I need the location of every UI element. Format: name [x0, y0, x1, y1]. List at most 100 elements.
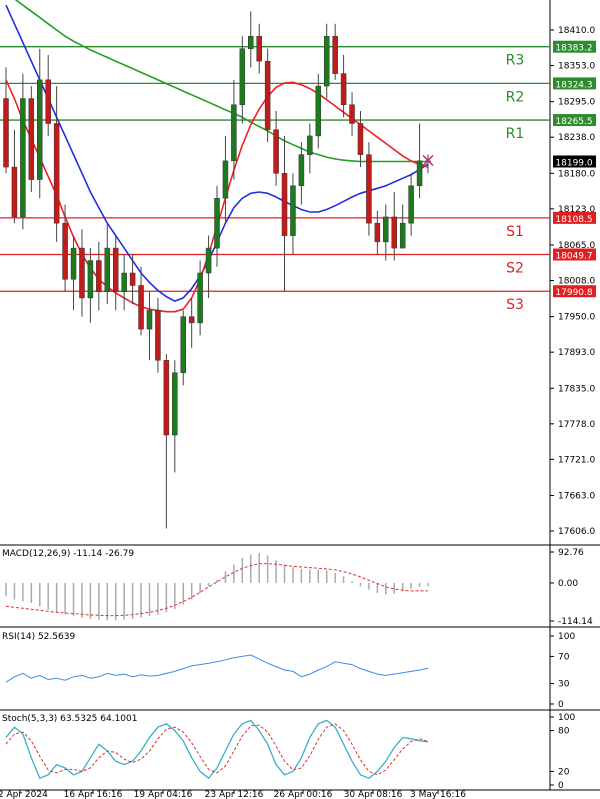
candle-body: [307, 135, 313, 155]
candle-body: [53, 123, 60, 224]
stoch-k-line: [5, 719, 429, 780]
candle-body: [197, 272, 203, 324]
y-tick-label: 17893.0: [558, 348, 595, 358]
candle-body: [264, 60, 271, 130]
candle-body: [248, 35, 254, 49]
x-tick-label: 30 Apr 08:16: [344, 790, 403, 799]
candle-body: [205, 247, 212, 274]
candle-body: [374, 222, 381, 243]
y-tick-label: 18295.0: [558, 98, 595, 108]
y-tick-label: 17663.0: [558, 491, 595, 501]
level-price-box: [553, 211, 596, 224]
candle-body: [349, 104, 355, 124]
candle-body: [273, 129, 279, 174]
macd-signal-line: [5, 563, 428, 617]
candle-body: [408, 185, 414, 224]
rsi-label: RSI(14) 52.5639: [2, 632, 75, 642]
y-tick-label: 18008.0: [558, 277, 595, 287]
level-price-box: [553, 248, 596, 261]
candle-body: [231, 104, 237, 162]
level-name-s2: S2: [506, 261, 524, 277]
candle-body: [366, 154, 372, 224]
y-tick-label: 17950.0: [558, 313, 595, 323]
stoch-y-tick: 80: [558, 727, 570, 737]
level-name-r3: R3: [506, 53, 525, 69]
candle-body: [416, 160, 423, 187]
candle-body: [332, 35, 338, 74]
level-price-label: 18383.2: [555, 44, 592, 54]
candle-body: [383, 216, 389, 243]
level-name-s1: S1: [506, 224, 524, 240]
x-tick-label: 19 Apr 04:16: [134, 790, 193, 799]
candle-body: [222, 160, 229, 199]
level-price-box: [553, 77, 596, 90]
level-price-label: 18265.5: [555, 117, 592, 127]
rsi-line: [5, 654, 429, 683]
candle-body: [340, 73, 347, 106]
rsi-y-tick: 30: [558, 680, 570, 690]
rsi-y-tick: 0: [558, 700, 564, 710]
candle-body: [180, 316, 186, 373]
y-tick-label: 18410.0: [558, 26, 595, 36]
cross-marker: [422, 154, 434, 167]
candle-body: [129, 272, 136, 286]
level-price-label: 17990.8: [555, 288, 592, 298]
candle-body: [290, 185, 296, 236]
candle-body: [3, 98, 9, 168]
x-tick-label: 26 Apr 00:16: [274, 790, 333, 799]
level-price-box: [553, 40, 596, 53]
candle-body: [96, 260, 102, 292]
y-tick-label: 18180.0: [558, 169, 595, 179]
current-price-box: [553, 155, 596, 168]
rsi-y-tick: 100: [558, 632, 575, 642]
y-tick-label: 18353.0: [558, 62, 595, 72]
candle-body: [138, 285, 144, 330]
x-tick-label: 16 Apr 16:16: [64, 790, 123, 799]
x-tick-label: 3 May 16:16: [410, 790, 466, 799]
candle-body: [298, 154, 305, 187]
macd-y-tick: -114.14: [558, 617, 593, 627]
level-price-box: [553, 285, 596, 298]
candle-body: [172, 372, 178, 436]
level-price-label: 18108.5: [555, 215, 592, 225]
candle-body: [28, 98, 35, 180]
candle-body: [62, 222, 68, 280]
candle-body: [121, 272, 127, 292]
macd-y-tick: 92.76: [558, 548, 584, 558]
candle-body: [37, 79, 43, 180]
candle-body: [87, 260, 94, 299]
level-price-box: [553, 114, 596, 127]
candle-body: [357, 123, 364, 155]
candle-body: [104, 247, 111, 292]
candle-body: [45, 79, 51, 124]
candle-body: [112, 247, 119, 292]
current-price-label: 18199.0: [555, 158, 592, 168]
y-tick-label: 18065.0: [558, 241, 595, 251]
candle-body: [146, 310, 153, 330]
ma-green-line: [14, 0, 428, 163]
candle-body: [155, 310, 161, 361]
candle-body: [188, 316, 195, 324]
x-tick-label: 23 Apr 12:16: [205, 790, 264, 799]
stoch-y-tick: 0: [558, 781, 564, 791]
y-tick-label: 17835.0: [558, 384, 595, 394]
x-tick-label: 12 Apr 2024: [0, 790, 48, 799]
y-tick-label: 17778.0: [558, 420, 595, 430]
candle-body: [391, 216, 397, 249]
stoch-d-line: [5, 723, 429, 776]
candle-body: [70, 247, 77, 280]
level-name-s3: S3: [506, 297, 524, 313]
macd-label: MACD(12,26,9) -11.14 -26.79: [2, 549, 134, 559]
y-tick-label: 18123.0: [558, 205, 595, 215]
stoch-label: Stoch(5,3,3) 63.5325 64.1001: [2, 714, 137, 724]
rsi-y-tick: 70: [558, 652, 570, 662]
candle-body: [11, 166, 18, 218]
level-name-r1: R1: [506, 126, 525, 142]
candle-body: [315, 85, 322, 137]
candle-body: [399, 222, 406, 249]
candle-body: [163, 360, 170, 436]
candle-body: [281, 173, 288, 236]
level-price-label: 18049.7: [555, 252, 592, 262]
y-tick-label: 18238.0: [558, 133, 595, 143]
